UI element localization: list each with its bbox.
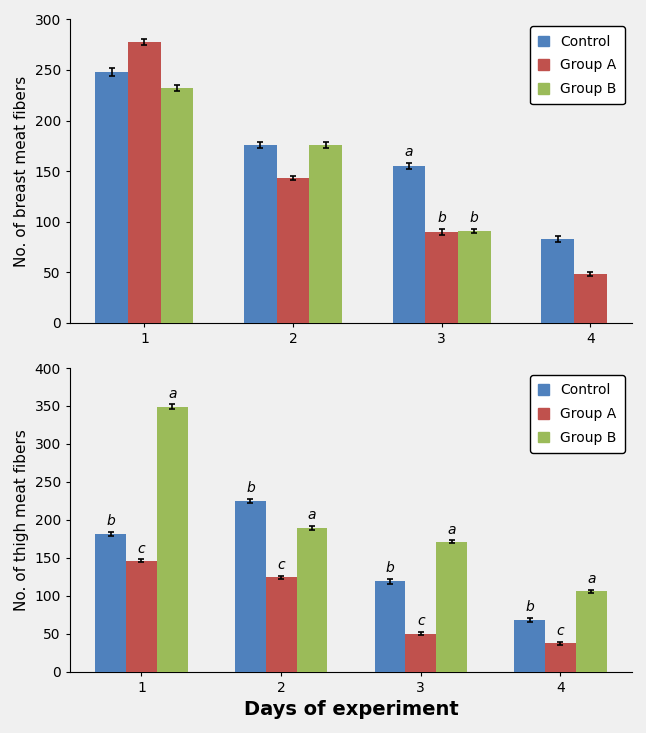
Bar (514, 620, 545, 671)
Text: b: b (470, 211, 479, 225)
Bar (276, 178, 309, 323)
Bar (425, 232, 458, 323)
Bar (545, 644, 576, 671)
Text: a: a (404, 145, 413, 159)
X-axis label: Days of experiment: Days of experiment (244, 700, 459, 719)
Bar (541, 239, 574, 323)
Bar (393, 166, 425, 323)
Bar (128, 42, 161, 323)
Bar (375, 581, 406, 671)
Text: b: b (525, 600, 534, 614)
Legend: Control, Group A, Group B: Control, Group A, Group B (530, 375, 625, 453)
Bar (96, 534, 126, 671)
Text: b: b (437, 211, 446, 225)
Bar (157, 407, 187, 671)
Bar (126, 561, 157, 671)
Bar (235, 501, 266, 671)
Text: a: a (587, 572, 596, 586)
Bar (266, 578, 297, 671)
Text: b: b (107, 515, 115, 528)
Bar (161, 88, 193, 323)
Text: c: c (417, 614, 424, 628)
Text: c: c (277, 559, 285, 572)
Text: a: a (168, 387, 176, 401)
Y-axis label: No. of thigh meat fibers: No. of thigh meat fibers (14, 429, 29, 611)
Text: c: c (138, 542, 145, 556)
Bar (96, 72, 128, 323)
Text: a: a (307, 508, 316, 522)
Bar (244, 145, 276, 323)
Text: c: c (557, 625, 564, 638)
Bar (406, 633, 436, 671)
Bar (309, 145, 342, 323)
Bar (576, 591, 607, 671)
Bar (574, 274, 607, 323)
Text: b: b (386, 561, 395, 575)
Y-axis label: No. of breast meat fibers: No. of breast meat fibers (14, 75, 29, 267)
Text: b: b (246, 481, 255, 495)
Bar (297, 528, 328, 671)
Text: a: a (447, 523, 456, 537)
Bar (458, 231, 491, 323)
Bar (436, 542, 467, 671)
Legend: Control, Group A, Group B: Control, Group A, Group B (530, 26, 625, 104)
